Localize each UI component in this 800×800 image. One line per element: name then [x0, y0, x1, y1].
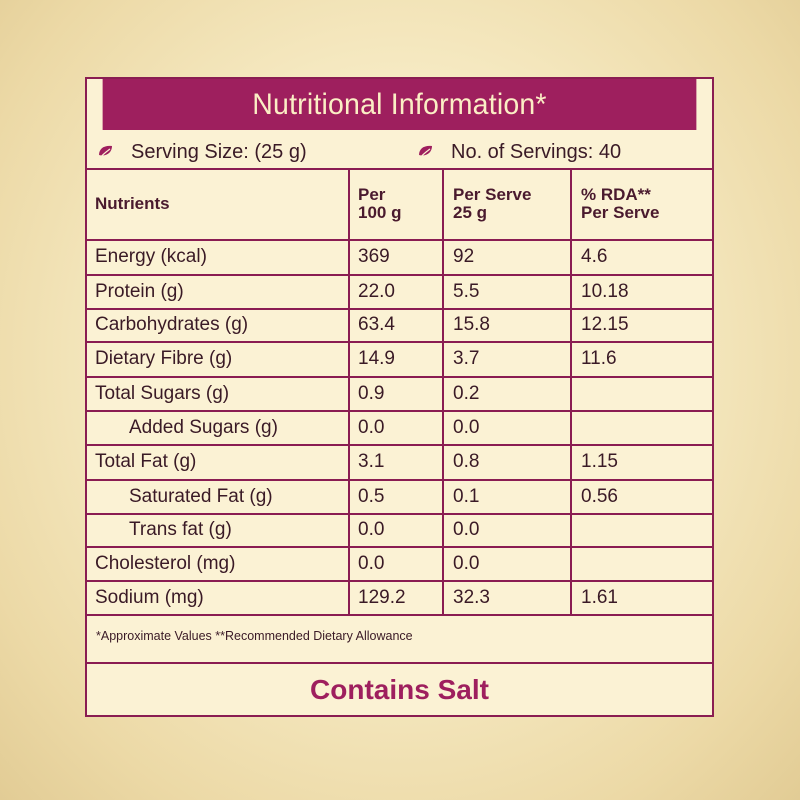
rule	[87, 168, 712, 170]
column-header-label: % RDA**	[581, 185, 651, 204]
value-per-100g: 0.0	[358, 416, 385, 438]
rule	[87, 410, 712, 412]
column-header-label: Nutrients	[95, 194, 170, 213]
column-header-rda: % RDA** Per Serve	[581, 168, 659, 240]
nutrient-name: Added Sugars (g)	[129, 416, 278, 438]
column-header-label: 25 g	[453, 203, 488, 222]
value-per-serve: 0.0	[453, 552, 480, 574]
value-rda: 4.6	[581, 246, 608, 267]
value-per-100g: 369	[358, 246, 390, 267]
value-per-100g: 0.0	[358, 519, 385, 540]
value-per-100g: 3.1	[358, 451, 385, 472]
value-per-serve: 3.7	[453, 348, 480, 369]
leaf-icon	[419, 145, 432, 159]
column-header-label: Per	[358, 185, 386, 204]
nutrient-name: Dietary Fibre (g)	[95, 348, 233, 369]
value-per-serve: 92	[453, 246, 475, 267]
value-rda: 1.15	[581, 451, 618, 472]
nutrient-name: Total Fat (g)	[95, 451, 197, 472]
value-rda: 11.6	[581, 348, 617, 369]
column-divider	[348, 168, 350, 614]
column-divider	[442, 168, 444, 614]
value-per-serve: 0.2	[453, 382, 480, 404]
value-per-100g: 14.9	[358, 348, 395, 369]
rule	[87, 580, 712, 582]
value-rda: 0.56	[581, 485, 618, 507]
value-per-serve: 5.5	[453, 280, 480, 302]
rule	[87, 341, 712, 343]
value-per-100g: 22.0	[358, 280, 395, 302]
rule	[87, 308, 712, 310]
value-per-serve: 0.8	[453, 451, 480, 472]
contains-salt-notice: Contains Salt	[310, 674, 489, 705]
serving-size: Serving Size: (25 g)	[131, 141, 307, 163]
panel-title: Nutritional Information*	[102, 79, 697, 130]
rule	[87, 444, 712, 446]
value-rda: 1.61	[581, 586, 618, 608]
value-per-serve: 0.0	[453, 519, 480, 540]
nutrient-name: Total Sugars (g)	[95, 382, 230, 404]
number-of-servings: No. of Servings: 40	[451, 141, 622, 163]
value-rda: 12.15	[581, 314, 629, 335]
column-header-label: Per Serve	[453, 185, 532, 204]
column-header-per-serve: Per Serve 25 g	[453, 168, 531, 240]
column-divider	[570, 168, 572, 614]
value-rda: 10.18	[581, 280, 629, 302]
column-header-per-100g: Per 100 g	[358, 168, 401, 240]
rule	[87, 513, 712, 515]
rule	[87, 376, 712, 378]
leaf-icon	[99, 145, 112, 159]
nutrient-name: Energy (kcal)	[95, 246, 207, 267]
rule	[87, 239, 712, 241]
value-per-serve: 32.3	[453, 586, 490, 608]
footnote: *Approximate Values **Recommended Dietar…	[96, 629, 413, 643]
rule	[87, 479, 712, 481]
nutrition-panel: Nutritional Information* Serving Size: (…	[85, 77, 714, 717]
nutrient-name: Carbohydrates (g)	[95, 314, 249, 335]
nutrient-name: Saturated Fat (g)	[129, 485, 273, 507]
rule	[87, 546, 712, 548]
value-per-100g: 0.5	[358, 485, 385, 507]
nutrient-name: Trans fat (g)	[129, 519, 232, 540]
value-per-100g: 63.4	[358, 314, 395, 335]
nutrient-name: Sodium (mg)	[95, 586, 204, 608]
value-per-serve: 15.8	[453, 314, 490, 335]
column-header-nutrients: Nutrients	[95, 168, 170, 240]
column-header-label: Per Serve	[581, 203, 660, 222]
value-per-100g: 0.0	[358, 552, 385, 574]
rule	[87, 614, 712, 616]
value-per-100g: 129.2	[358, 586, 406, 608]
nutrient-name: Protein (g)	[95, 280, 184, 302]
column-header-label: 100 g	[358, 203, 402, 222]
value-per-serve: 0.0	[453, 416, 480, 438]
rule	[87, 662, 712, 664]
rule	[87, 274, 712, 276]
value-per-100g: 0.9	[358, 382, 385, 404]
value-per-serve: 0.1	[453, 485, 480, 507]
nutrient-name: Cholesterol (mg)	[95, 552, 236, 574]
